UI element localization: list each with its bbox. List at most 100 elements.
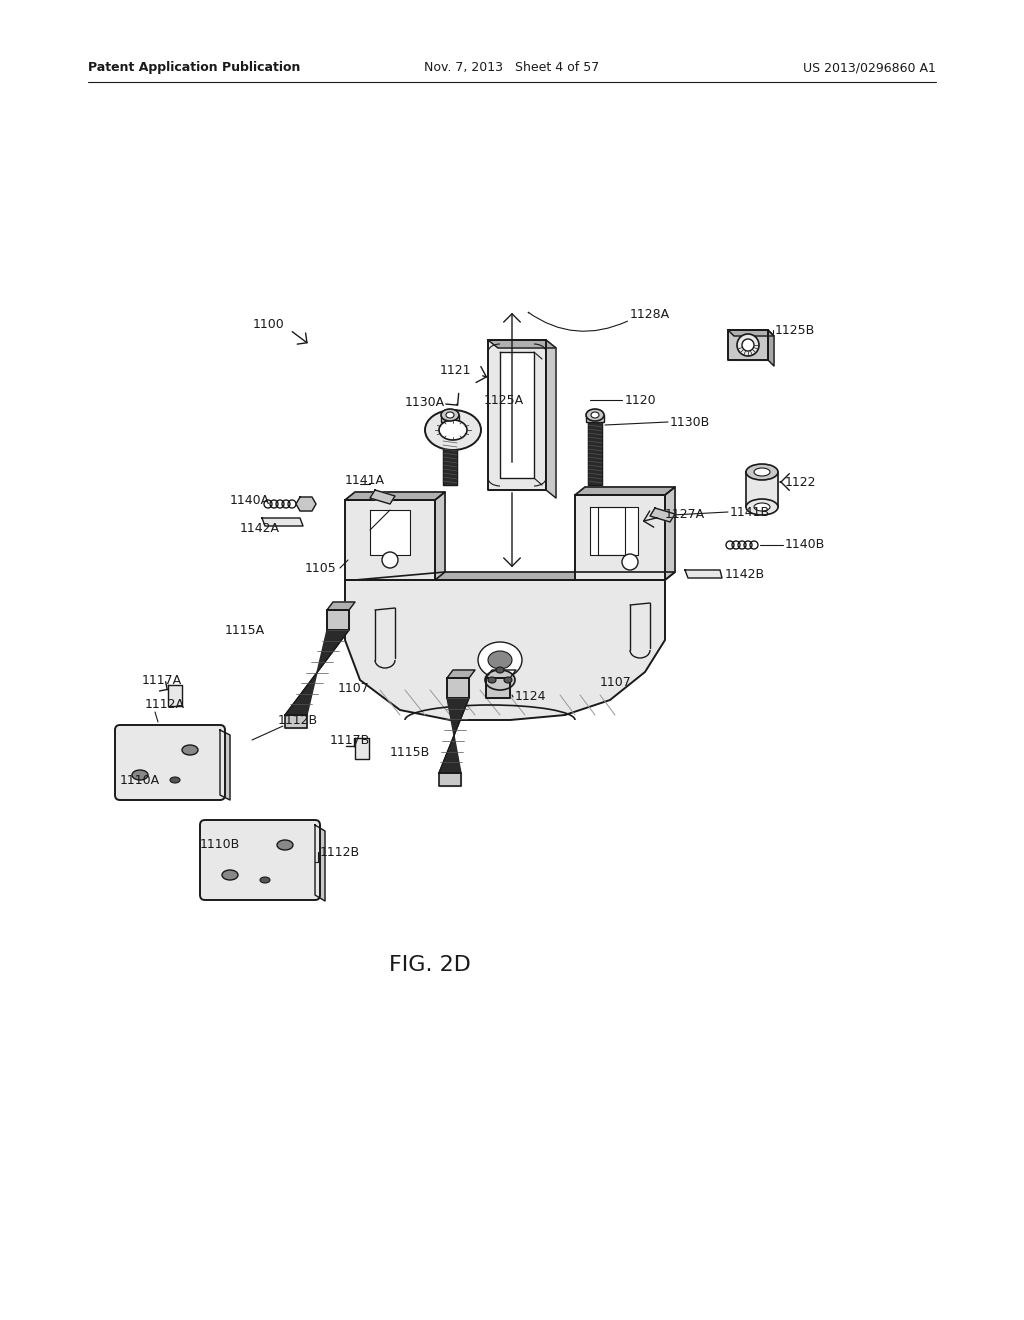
Polygon shape — [168, 685, 182, 706]
Text: 1141A: 1141A — [345, 474, 385, 487]
Text: 1122: 1122 — [785, 475, 816, 488]
Text: US 2013/0296860 A1: US 2013/0296860 A1 — [803, 62, 936, 74]
Polygon shape — [345, 492, 445, 500]
Ellipse shape — [504, 677, 512, 682]
Polygon shape — [746, 473, 778, 507]
Text: 1130A: 1130A — [406, 396, 445, 408]
Ellipse shape — [222, 870, 238, 880]
Ellipse shape — [737, 334, 759, 356]
Text: 1115A: 1115A — [225, 623, 265, 636]
Polygon shape — [435, 492, 445, 579]
Polygon shape — [575, 487, 675, 495]
Polygon shape — [285, 715, 307, 729]
Polygon shape — [768, 330, 774, 366]
Polygon shape — [220, 730, 230, 800]
Text: Patent Application Publication: Patent Application Publication — [88, 62, 300, 74]
Polygon shape — [590, 507, 625, 554]
Ellipse shape — [278, 840, 293, 850]
Text: 1112A: 1112A — [145, 698, 185, 711]
Text: 1107: 1107 — [600, 676, 632, 689]
Polygon shape — [370, 510, 410, 554]
Text: 1100: 1100 — [253, 318, 285, 331]
Text: 1142B: 1142B — [725, 569, 765, 582]
Text: 1112B: 1112B — [319, 846, 360, 858]
Polygon shape — [488, 341, 546, 490]
Polygon shape — [650, 508, 675, 521]
Ellipse shape — [488, 651, 512, 669]
Polygon shape — [296, 498, 316, 511]
Ellipse shape — [496, 667, 504, 673]
Ellipse shape — [754, 469, 770, 477]
FancyBboxPatch shape — [115, 725, 225, 800]
Text: Nov. 7, 2013   Sheet 4 of 57: Nov. 7, 2013 Sheet 4 of 57 — [424, 62, 600, 74]
Text: 1107: 1107 — [338, 681, 370, 694]
Ellipse shape — [622, 554, 638, 570]
Polygon shape — [345, 579, 665, 719]
Ellipse shape — [446, 412, 454, 418]
Text: 1125B: 1125B — [775, 323, 815, 337]
Polygon shape — [728, 330, 774, 337]
Bar — [441, 414, 459, 422]
Ellipse shape — [485, 671, 515, 690]
Polygon shape — [327, 610, 349, 630]
Text: 1140A: 1140A — [230, 494, 270, 507]
Text: 1117A: 1117A — [142, 673, 182, 686]
Text: 1112B: 1112B — [278, 714, 318, 726]
Text: 1128A: 1128A — [630, 309, 670, 322]
FancyBboxPatch shape — [200, 820, 319, 900]
Text: 1127A: 1127A — [665, 508, 706, 521]
Ellipse shape — [742, 339, 754, 351]
FancyArrowPatch shape — [528, 313, 628, 331]
Polygon shape — [500, 352, 534, 478]
Polygon shape — [486, 678, 510, 698]
Ellipse shape — [425, 411, 481, 450]
Text: FIG. 2D: FIG. 2D — [389, 954, 471, 975]
Bar — [586, 414, 604, 422]
Polygon shape — [285, 630, 349, 715]
Ellipse shape — [746, 499, 778, 515]
Polygon shape — [262, 517, 303, 525]
Polygon shape — [447, 678, 469, 698]
Text: 1120: 1120 — [625, 393, 656, 407]
Text: 1117B: 1117B — [330, 734, 371, 747]
Text: 1125A: 1125A — [484, 393, 524, 407]
Text: 1110A: 1110A — [120, 774, 160, 787]
Text: 1140B: 1140B — [785, 539, 825, 552]
Ellipse shape — [382, 552, 398, 568]
Polygon shape — [486, 671, 516, 678]
Ellipse shape — [754, 503, 770, 511]
Polygon shape — [685, 570, 722, 578]
Text: 1110B: 1110B — [200, 837, 241, 850]
Polygon shape — [447, 671, 475, 678]
Text: 1141B: 1141B — [730, 506, 770, 519]
Polygon shape — [665, 487, 675, 579]
Polygon shape — [588, 414, 602, 484]
Polygon shape — [488, 341, 556, 348]
Text: 1124: 1124 — [515, 690, 547, 704]
Text: 1130B: 1130B — [670, 416, 711, 429]
Polygon shape — [315, 825, 325, 902]
Polygon shape — [439, 698, 469, 774]
Text: 1115B: 1115B — [390, 747, 430, 759]
Ellipse shape — [260, 876, 270, 883]
Polygon shape — [728, 330, 768, 360]
Ellipse shape — [182, 744, 198, 755]
Ellipse shape — [132, 770, 148, 780]
Ellipse shape — [170, 777, 180, 783]
Ellipse shape — [746, 465, 778, 480]
Ellipse shape — [488, 677, 496, 682]
Polygon shape — [327, 602, 355, 610]
Text: 1121: 1121 — [440, 363, 471, 376]
Polygon shape — [598, 507, 638, 554]
Polygon shape — [439, 774, 461, 785]
Polygon shape — [355, 738, 369, 759]
Polygon shape — [575, 495, 665, 579]
Ellipse shape — [478, 642, 522, 678]
Ellipse shape — [441, 409, 459, 421]
Text: 1142A: 1142A — [240, 521, 280, 535]
Polygon shape — [546, 341, 556, 498]
Ellipse shape — [586, 409, 604, 421]
Polygon shape — [355, 572, 675, 579]
Polygon shape — [370, 490, 395, 504]
Polygon shape — [345, 500, 435, 579]
